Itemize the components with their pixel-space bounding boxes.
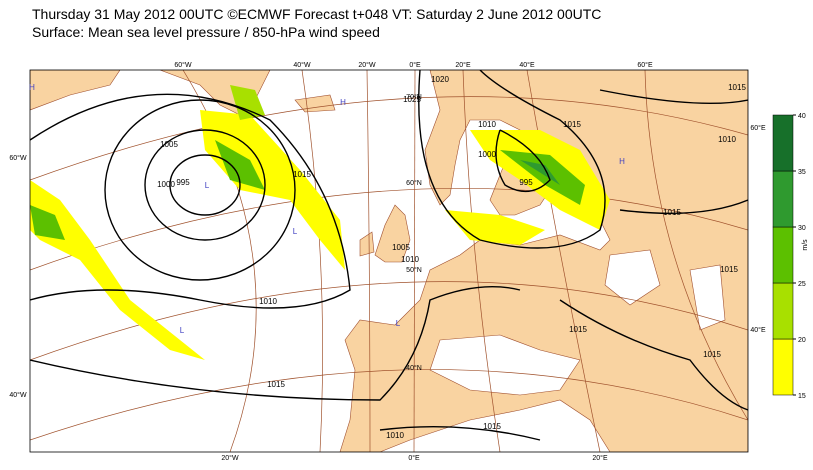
colorbar-swatch bbox=[772, 226, 794, 284]
isobar-label: 1010 bbox=[401, 255, 419, 264]
isobar-label: 1015 bbox=[569, 325, 587, 334]
isobar-label: 1000 bbox=[478, 150, 496, 159]
longitude-label: 20°E bbox=[455, 61, 471, 69]
latitude-label: 70°N bbox=[406, 93, 422, 101]
pressure-centre: H bbox=[340, 98, 346, 107]
map-frame bbox=[29, 69, 749, 453]
longitude-label: 20°W bbox=[221, 454, 239, 462]
longitude-label: 20°W bbox=[358, 61, 376, 69]
colorbar-unit: m/s bbox=[802, 239, 809, 251]
map bbox=[30, 70, 748, 452]
isobars bbox=[30, 70, 748, 441]
pressure-centre: L bbox=[205, 181, 210, 190]
colorbar-swatch bbox=[772, 170, 794, 228]
colorbar-tick-label: 35 bbox=[798, 169, 806, 176]
isobar-label: 1015 bbox=[720, 265, 738, 274]
isobar-label: 1015 bbox=[728, 83, 746, 92]
isobar-label: 1015 bbox=[703, 350, 721, 359]
edge-label: 40°E bbox=[750, 326, 766, 334]
colorbar-swatch bbox=[772, 114, 794, 172]
edge-label: 40°W bbox=[9, 391, 27, 399]
wind-shading bbox=[30, 85, 610, 360]
latitude-label: 40°N bbox=[406, 364, 422, 372]
isobar-label: 995 bbox=[519, 178, 533, 187]
edge-label: 60°W bbox=[9, 154, 27, 162]
longitude-label: 60°W bbox=[174, 61, 192, 69]
isobar-label: 1015 bbox=[293, 170, 311, 179]
pressure-centre: L bbox=[293, 227, 298, 236]
colorbar-tick-label: 15 bbox=[798, 393, 806, 400]
pressure-centre: L bbox=[396, 319, 401, 328]
longitude-label: 0°E bbox=[408, 454, 420, 462]
colorbar: 15 20 25 30 35 40 m/s bbox=[772, 113, 809, 400]
pressure-centre: H bbox=[619, 157, 625, 166]
isobar-label: 1015 bbox=[563, 120, 581, 129]
longitude-label: 40°W bbox=[293, 61, 311, 69]
isobar-label: 1005 bbox=[160, 140, 178, 149]
longitude-label: 60°E bbox=[637, 61, 653, 69]
isobar-label: 1015 bbox=[267, 380, 285, 389]
colorbar-tick-label: 20 bbox=[798, 337, 806, 344]
latitude-label: 60°N bbox=[406, 179, 422, 187]
isobar-label: 1010 bbox=[718, 135, 736, 144]
isobar-label: 1010 bbox=[386, 431, 404, 440]
isobar-label: 1015 bbox=[663, 208, 681, 217]
isobar-label: 1025 bbox=[403, 95, 421, 104]
colorbar-tick-label: 30 bbox=[798, 225, 806, 232]
colorbar-tick-label: 40 bbox=[798, 113, 806, 120]
isobar-label: 1010 bbox=[478, 120, 496, 129]
pressure-centre: L bbox=[180, 326, 185, 335]
isobar-label: 995 bbox=[176, 178, 190, 187]
isobar-label: 1005 bbox=[392, 243, 410, 252]
colorbar-swatch bbox=[772, 282, 794, 340]
colorbar-swatch bbox=[772, 338, 794, 396]
longitude-label: 20°E bbox=[592, 454, 608, 462]
title-line-2: Surface: Mean sea level pressure / 850-h… bbox=[32, 24, 380, 40]
colorbar-tick-label: 25 bbox=[798, 281, 806, 288]
isobar-label: 1010 bbox=[259, 297, 277, 306]
inland-seas bbox=[429, 249, 726, 396]
isobar-label: 1015 bbox=[483, 422, 501, 431]
pressure-centre: H bbox=[29, 83, 35, 92]
longitude-label: 0°E bbox=[409, 61, 421, 69]
isobar-label: 1020 bbox=[431, 75, 449, 84]
title-line-1: Thursday 31 May 2012 00UTC ©ECMWF Foreca… bbox=[32, 6, 601, 22]
longitude-label: 40°E bbox=[519, 61, 535, 69]
isobar-label: 1000 bbox=[157, 180, 175, 189]
latitude-label: 50°N bbox=[406, 266, 422, 274]
edge-label: 60°E bbox=[750, 124, 766, 132]
map-labels: 60°W 40°W 20°W 0°E 20°E 40°E 60°E 20°W 0°E 20°E 60… bbox=[9, 61, 766, 462]
